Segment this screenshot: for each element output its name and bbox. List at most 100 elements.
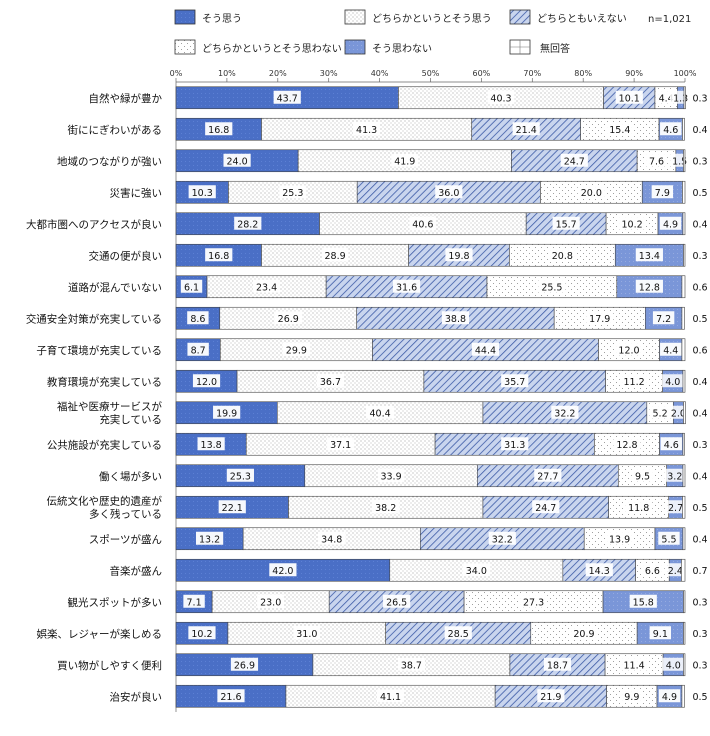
data-label-bg xyxy=(327,437,355,451)
data-label-bg xyxy=(625,500,653,514)
data-label: 23.0 xyxy=(260,597,281,608)
category-label: 治安が良い xyxy=(110,690,163,703)
x-tick-label: 50% xyxy=(422,69,440,78)
data-label: 16.8 xyxy=(208,251,229,262)
data-label: 5.2 xyxy=(653,408,668,419)
category-label: 災害に強い xyxy=(110,186,163,199)
data-label-bg xyxy=(613,437,641,451)
data-label: 21.4 xyxy=(516,125,537,136)
data-label: 28.9 xyxy=(324,251,345,262)
data-label-no-answer: 0.6 xyxy=(692,345,707,356)
data-label-bg xyxy=(269,563,297,577)
data-label: 31.3 xyxy=(504,440,525,451)
data-label-no-answer: 0.5 xyxy=(692,692,707,703)
data-label-bg xyxy=(253,279,281,293)
data-label: 44.4 xyxy=(475,345,496,356)
data-label-bg xyxy=(621,689,643,703)
data-label: 26.5 xyxy=(386,597,407,608)
data-label-bg xyxy=(658,531,680,545)
data-label-bg xyxy=(187,342,209,356)
data-label: 38.8 xyxy=(445,314,466,325)
data-label-bg xyxy=(321,248,349,262)
data-label-no-answer: 0.7 xyxy=(692,566,707,577)
category-label: 音楽が盛ん xyxy=(110,564,163,577)
data-label: 38.2 xyxy=(375,503,396,514)
data-label: 36.7 xyxy=(320,377,341,388)
data-label: 29.9 xyxy=(286,345,307,356)
legend-swatch-s2 xyxy=(344,9,366,25)
data-label-bg xyxy=(188,185,216,199)
data-label: 27.7 xyxy=(537,471,558,482)
x-tick-label: 30% xyxy=(320,69,338,78)
data-label: 15.7 xyxy=(556,219,577,230)
data-label-bg xyxy=(615,342,643,356)
data-label: 10.3 xyxy=(192,188,213,199)
data-label-bg xyxy=(180,279,203,293)
bar-segment-s6 xyxy=(681,306,685,330)
x-tick-label: 20% xyxy=(269,69,287,78)
legend-item-s5: そう思わない xyxy=(344,39,432,55)
legend-item-s4: どちらかというとそう思わない xyxy=(174,39,342,55)
category-label: 街ににぎわいがある xyxy=(68,123,163,136)
data-label: 35.7 xyxy=(504,377,525,388)
x-tick-label: 80% xyxy=(574,69,592,78)
bar-segment-s6 xyxy=(683,243,686,267)
legend: そう思う どちらかというとそう思う どちらともいえない n=1,021 どちらか… xyxy=(174,9,691,55)
category-label: 地域のつながりが強い xyxy=(57,155,162,168)
data-label: 21.6 xyxy=(220,692,241,703)
legend-swatch-s1 xyxy=(174,9,196,25)
x-tick-label: 10% xyxy=(218,69,236,78)
data-label: 41.1 xyxy=(380,692,401,703)
data-label: 36.0 xyxy=(438,188,459,199)
data-label-bg xyxy=(234,216,262,230)
data-label-bg xyxy=(660,342,682,356)
legend-item-s6: 無回答 xyxy=(509,39,570,55)
data-label-bg xyxy=(230,657,259,671)
bar-segment-s6 xyxy=(683,621,686,645)
data-label: 17.9 xyxy=(589,314,610,325)
data-label: 4.9 xyxy=(663,219,678,230)
data-label: 18.7 xyxy=(547,660,568,671)
data-label-bg xyxy=(487,90,515,104)
data-label-bg xyxy=(669,90,692,104)
data-label: 37.1 xyxy=(330,440,351,451)
data-label: 4.0 xyxy=(666,660,681,671)
bar-segment-s6 xyxy=(682,180,686,204)
data-label: 41.3 xyxy=(356,125,377,136)
data-label-bg xyxy=(548,248,576,262)
x-tick-label: 60% xyxy=(473,69,491,78)
data-label: 13.2 xyxy=(199,534,220,545)
legend-item-s3: どちらともいえない xyxy=(509,9,627,25)
data-label-bg xyxy=(635,279,663,293)
data-label-bg xyxy=(662,657,684,671)
data-label-bg xyxy=(444,626,472,640)
bar-segment-s6 xyxy=(681,558,686,582)
data-label: 5.5 xyxy=(661,534,676,545)
data-label-bg xyxy=(471,342,500,356)
data-label-bg xyxy=(223,153,251,167)
data-label: 19.8 xyxy=(448,251,469,262)
category-label: 公共施設が充実している xyxy=(47,438,162,451)
data-label: 7.9 xyxy=(655,188,670,199)
data-label-no-answer: 0.4 xyxy=(692,471,707,482)
data-label: 12.0 xyxy=(618,345,639,356)
data-label: 43.7 xyxy=(277,93,298,104)
data-label-bg xyxy=(217,689,245,703)
data-label-bg xyxy=(273,90,301,104)
data-label-bg xyxy=(377,468,405,482)
data-label-no-answer: 0.3 xyxy=(692,156,707,167)
x-tick-label: 40% xyxy=(371,69,389,78)
data-label-bg xyxy=(620,374,648,388)
data-label: 25.3 xyxy=(230,471,251,482)
category-label: 大都市圏へのアクセスが良い xyxy=(26,218,162,231)
data-label: 15.8 xyxy=(633,597,654,608)
data-label-bg xyxy=(618,216,646,230)
data-label: 10.2 xyxy=(191,629,212,640)
data-label-bg xyxy=(274,311,302,325)
legend-label-s5: そう思わない xyxy=(372,43,432,55)
data-label-no-answer: 0.4 xyxy=(692,219,707,230)
data-label: 42.0 xyxy=(272,566,293,577)
data-label-no-answer: 0.5 xyxy=(692,314,707,325)
category-label: 伝統文化や歴史的遺産が xyxy=(47,494,163,507)
